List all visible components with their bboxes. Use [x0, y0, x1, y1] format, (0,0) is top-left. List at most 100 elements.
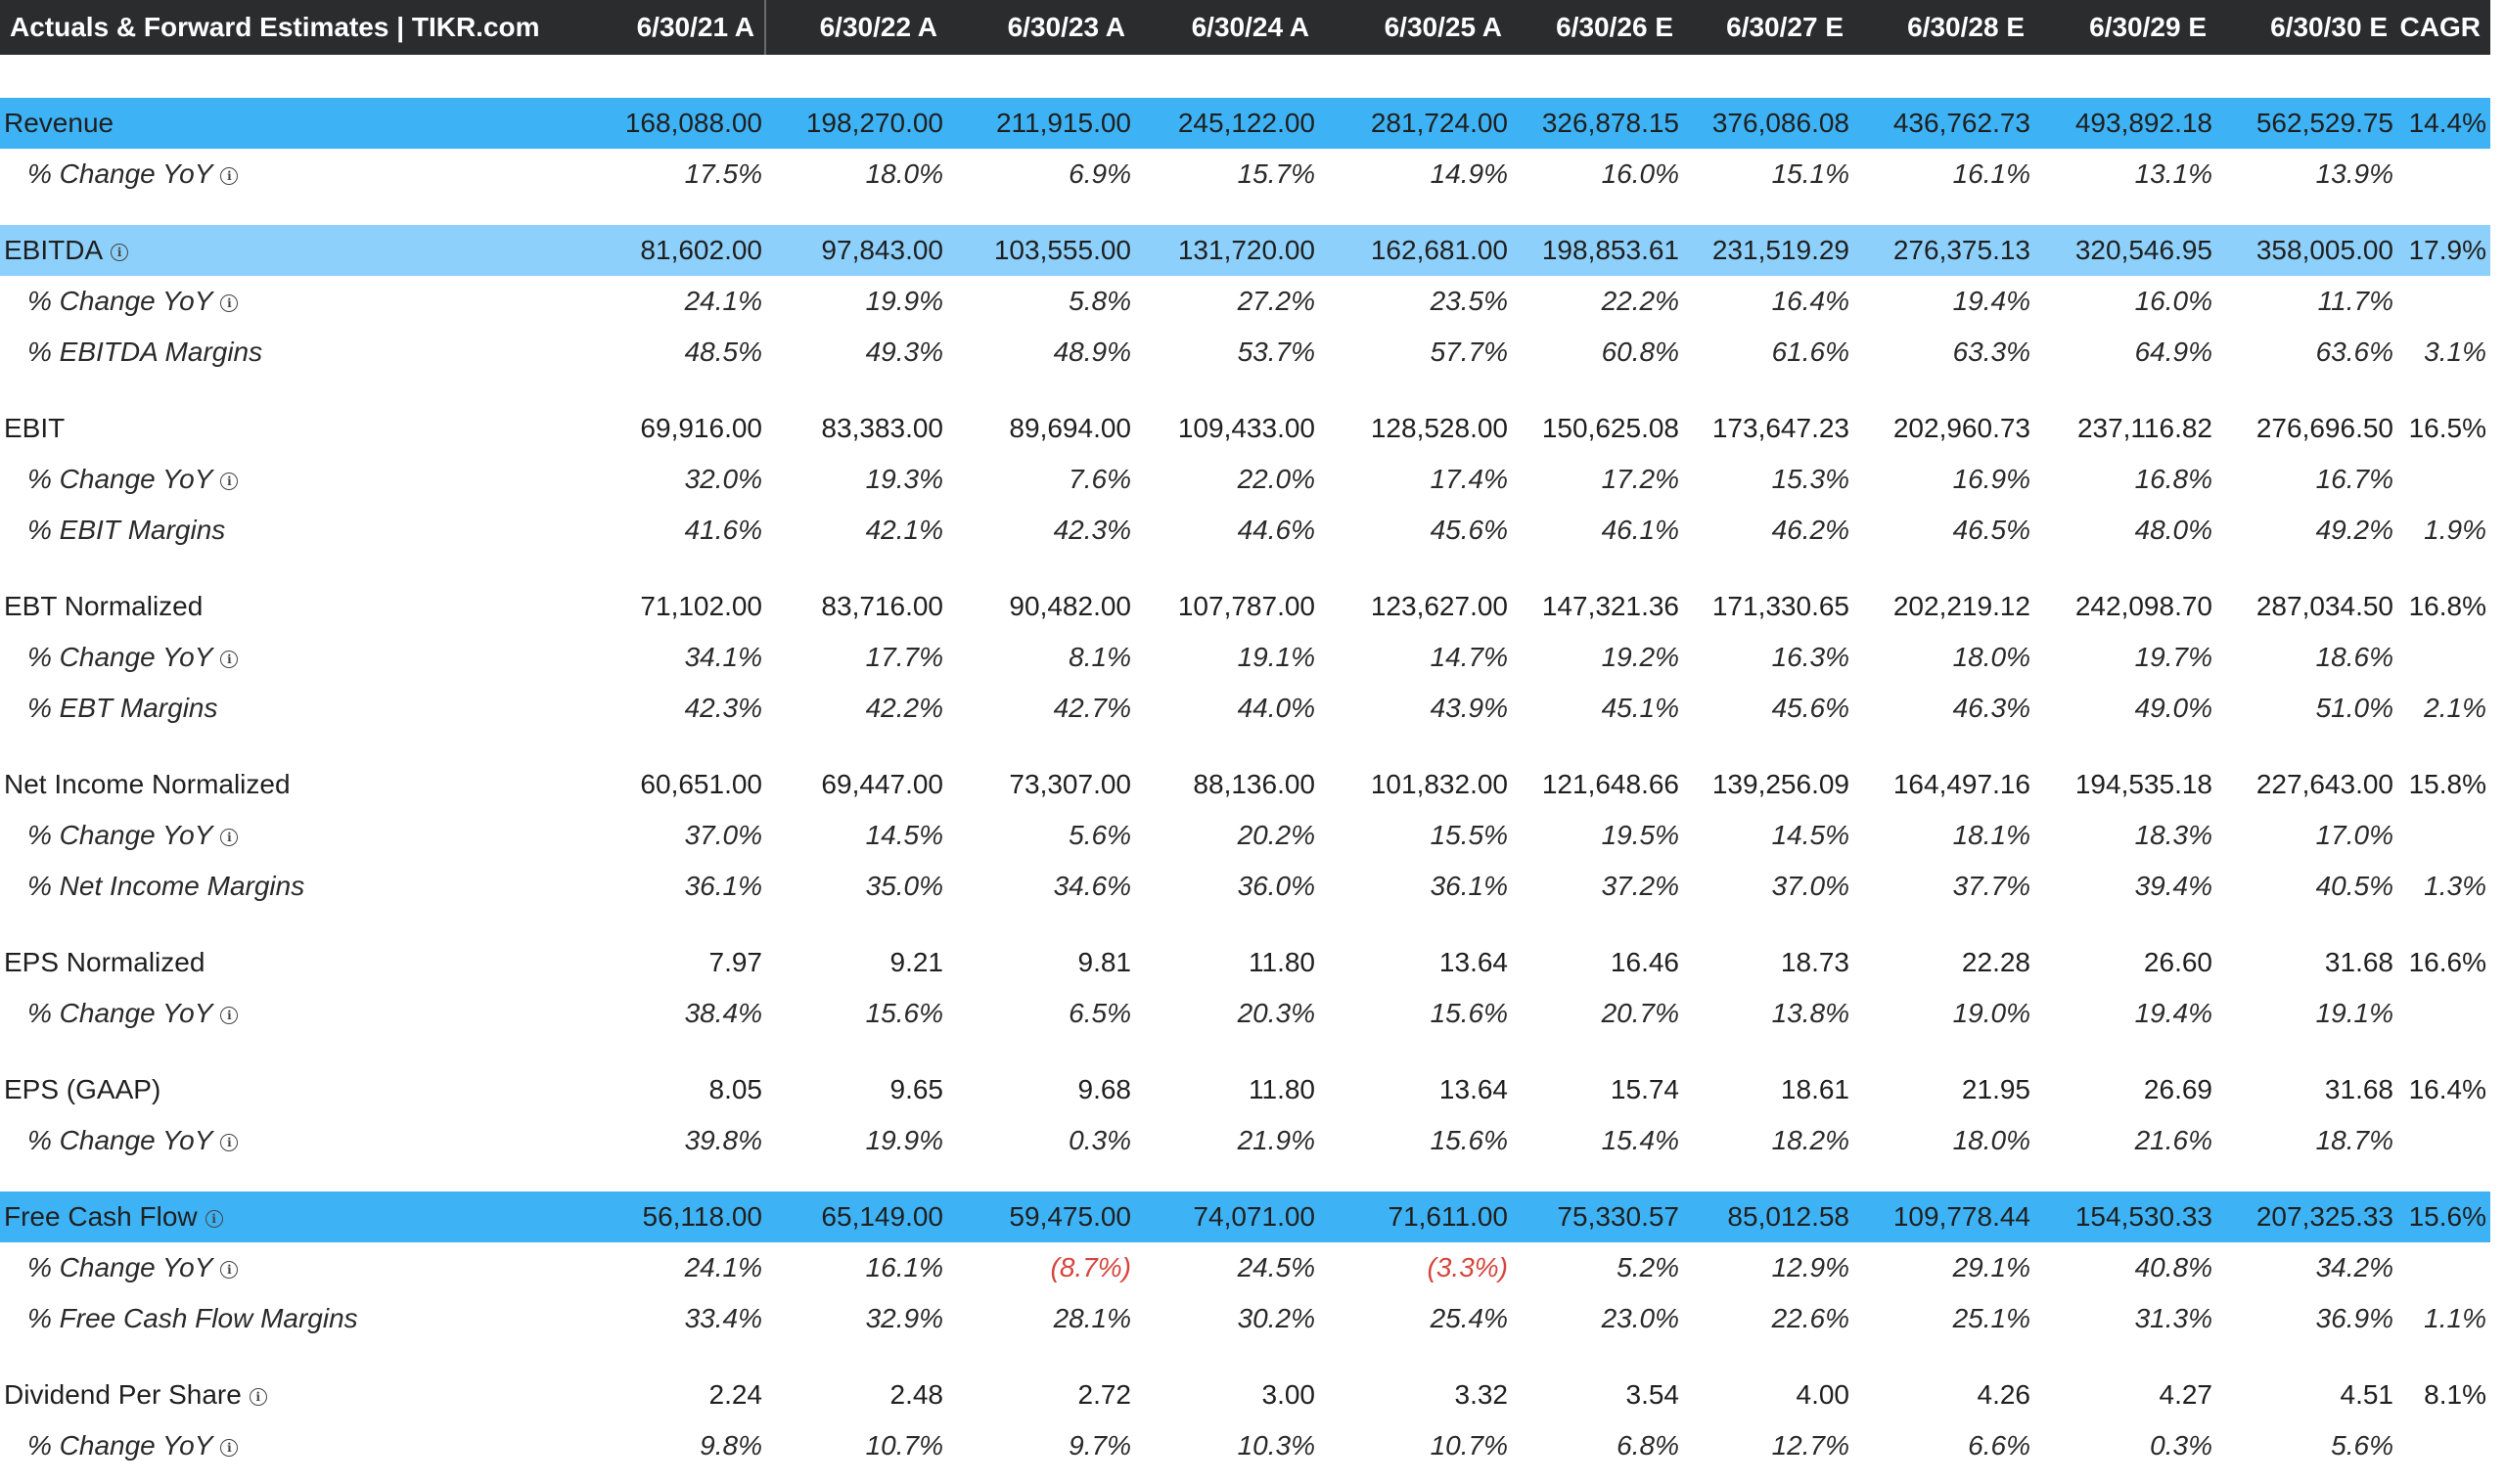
info-icon[interactable]: i	[220, 293, 239, 312]
table-cell: 358,005.00	[2255, 235, 2393, 265]
table-row[interactable]: % Change YoY i 9.8% 10.7% 9.7% 10.3% 10.7% 6.8%…	[0, 1420, 2490, 1471]
row-label: EBIT	[0, 413, 607, 444]
table-cell: 0.3%	[1069, 1125, 1131, 1155]
row-label-text: % Change YoY	[27, 1430, 213, 1461]
table-row[interactable]: % EBIT Margins 41.6% 42.1% 42.3% 44.6% 45.6% 4…	[0, 505, 2490, 556]
table-cell: 376,086.08	[1711, 108, 1849, 138]
table-row[interactable]: % Change YoY i 34.1% 17.7% 8.1% 19.1% 14.7% 19.…	[0, 632, 2490, 683]
row-label: % Change YoY i	[0, 464, 607, 495]
row-label-text: % Free Cash Flow Margins	[27, 1303, 358, 1333]
table-cell: 15.6%	[865, 998, 943, 1028]
info-icon[interactable]: i	[220, 650, 239, 668]
table-row[interactable]: % Net Income Margins 36.1% 35.0% 34.6% 36.0%…	[0, 861, 2490, 912]
table-row[interactable]: % EBITDA Margins 48.5% 49.3% 48.9% 53.7% 57.7…	[0, 327, 2490, 378]
table-row[interactable]: % Change YoY i 38.4% 15.6% 6.5% 20.3% 15.6% 20.…	[0, 988, 2490, 1039]
table-row[interactable]: EBIT 69,916.00 83,383.00 89,694.00 109,433.0…	[0, 403, 2490, 454]
table-row[interactable]: % Change YoY i 17.5% 18.0% 6.9% 15.7% 14.9% 16.…	[0, 149, 2490, 200]
table-cell: 69,447.00	[821, 769, 943, 799]
row-label: % Change YoY i	[0, 158, 607, 190]
table-cell: 63.3%	[1952, 337, 2030, 367]
info-icon[interactable]: i	[205, 1209, 223, 1228]
table-cell: 103,555.00	[993, 235, 1131, 265]
column-header[interactable]: 6/30/26 E	[1556, 12, 1673, 42]
table-row[interactable]: EPS Normalized 7.97 9.21 9.81 11.80 13.64 16.4…	[0, 937, 2490, 988]
column-header[interactable]: 6/30/24 A	[1191, 12, 1309, 42]
table-row[interactable]: % Change YoY i 32.0% 19.3% 7.6% 22.0% 17.4% 17.…	[0, 454, 2490, 505]
table-row[interactable]: EPS (GAAP) 8.05 9.65 9.68 11.80 13.64 15.74 18.…	[0, 1064, 2490, 1115]
row-label: % EBITDA Margins	[0, 337, 607, 368]
table-cell: 48.0%	[2134, 515, 2212, 545]
table-cell: 24.1%	[684, 286, 762, 316]
table-row[interactable]: % EBT Margins 42.3% 42.2% 42.7% 44.0% 43.9% 45…	[0, 683, 2490, 734]
info-icon[interactable]: i	[220, 1006, 239, 1024]
table-row[interactable]: % Change YoY i 24.1% 16.1% (8.7%) 24.5% (3.3%)…	[0, 1242, 2490, 1293]
table-row[interactable]: EBITDA i 81,602.00 97,843.00 103,555.00 131,7…	[0, 225, 2490, 276]
table-cell: 1.1%	[2424, 1303, 2486, 1333]
info-icon[interactable]: i	[220, 166, 239, 185]
info-icon[interactable]: i	[249, 1387, 267, 1406]
table-cell: 147,321.36	[1541, 591, 1679, 621]
info-icon[interactable]: i	[220, 1133, 239, 1151]
column-header[interactable]: 6/30/25 A	[1384, 12, 1502, 42]
table-cell: 20.7%	[1601, 998, 1679, 1028]
column-header[interactable]: 6/30/29 E	[2089, 12, 2207, 42]
table-cell: 139,256.09	[1711, 769, 1849, 799]
table-cell: 16.7%	[2315, 464, 2393, 494]
table-body: Revenue 168,088.00 198,270.00 211,915.00 245…	[0, 98, 2505, 1471]
info-icon[interactable]: i	[111, 243, 129, 261]
table-cell: (8.7%)	[1050, 1252, 1131, 1282]
table-cell: 37.7%	[1952, 871, 2030, 901]
column-header[interactable]: 6/30/23 A	[1007, 12, 1125, 42]
table-cell: 320,546.95	[2074, 235, 2212, 265]
table-cell: 26.69	[2143, 1074, 2212, 1104]
table-cell: 18.61	[1780, 1074, 1849, 1104]
table-cell: 33.4%	[684, 1303, 762, 1333]
table-row[interactable]: % Change YoY i 39.8% 19.9% 0.3% 21.9% 15.6% 15.…	[0, 1115, 2490, 1166]
table-cell: 8.1%	[1069, 642, 1131, 672]
table-cell: 287,034.50	[2255, 591, 2393, 621]
table-row[interactable]: Net Income Normalized 60,651.00 69,447.00 7…	[0, 759, 2490, 810]
table-cell: 41.6%	[684, 515, 762, 545]
column-header[interactable]: 6/30/27 E	[1726, 12, 1844, 42]
table-row[interactable]: Dividend Per Share i 2.24 2.48 2.72 3.00 3.32 3…	[0, 1370, 2490, 1420]
table-row[interactable]: % Change YoY i 37.0% 14.5% 5.6% 20.2% 15.5% 19.…	[0, 810, 2490, 861]
table-cell: 34.6%	[1053, 871, 1131, 901]
table-cell: 45.1%	[1601, 693, 1679, 723]
table-cell: 24.5%	[1237, 1252, 1315, 1282]
table-cell: 202,219.12	[1892, 591, 2030, 621]
table-cell: 18.0%	[865, 158, 943, 189]
table-cell: 8.05	[708, 1074, 763, 1104]
table-cell: 171,330.65	[1711, 591, 1849, 621]
table-row[interactable]: EBT Normalized 71,102.00 83,716.00 90,482.0…	[0, 581, 2490, 632]
table-cell: 9.7%	[1069, 1430, 1131, 1461]
row-label: % Free Cash Flow Margins	[0, 1303, 607, 1334]
table-row[interactable]: Free Cash Flow i 56,118.00 65,149.00 59,475.…	[0, 1192, 2490, 1242]
table-row[interactable]: % Change YoY i 24.1% 19.9% 5.8% 27.2% 23.5% 22.…	[0, 276, 2490, 327]
table-cell: 198,270.00	[805, 108, 943, 138]
table-cell: 19.2%	[1601, 642, 1679, 672]
table-cell: (3.3%)	[1427, 1252, 1508, 1282]
table-cell: 19.9%	[865, 286, 943, 316]
table-cell: 65,149.00	[821, 1201, 943, 1232]
info-icon[interactable]: i	[220, 828, 239, 846]
table-cell: 15.4%	[1601, 1125, 1679, 1155]
column-header[interactable]: CAGR	[2399, 12, 2481, 42]
info-icon[interactable]: i	[220, 472, 239, 490]
info-icon[interactable]: i	[220, 1438, 239, 1457]
table-cell: 36.9%	[2315, 1303, 2393, 1333]
column-header[interactable]: 6/30/21 A	[607, 0, 766, 55]
info-icon[interactable]: i	[220, 1260, 239, 1279]
table-row[interactable]: Revenue 168,088.00 198,270.00 211,915.00 245…	[0, 98, 2490, 149]
table-cell: 12.7%	[1771, 1430, 1849, 1461]
column-header[interactable]: 6/30/22 A	[819, 12, 937, 42]
table-cell: 27.2%	[1237, 286, 1315, 316]
row-label: Revenue	[0, 108, 607, 139]
row-label: % Net Income Margins	[0, 871, 607, 902]
table-cell: 56,118.00	[642, 1201, 763, 1232]
table-row[interactable]: % Free Cash Flow Margins 33.4% 32.9% 28.1% 3…	[0, 1293, 2490, 1344]
table-cell: 109,778.44	[1892, 1201, 2030, 1232]
table-cell: 168,088.00	[624, 108, 762, 138]
column-header[interactable]: 6/30/28 E	[1907, 12, 2025, 42]
column-header[interactable]: 6/30/30 E	[2270, 12, 2388, 42]
row-label-text: % Change YoY	[27, 642, 213, 672]
